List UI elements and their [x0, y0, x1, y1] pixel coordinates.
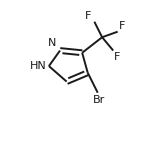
- Text: Br: Br: [93, 95, 105, 105]
- Text: F: F: [114, 52, 121, 62]
- Text: F: F: [119, 21, 125, 31]
- Text: N: N: [48, 38, 57, 48]
- Text: HN: HN: [29, 60, 46, 71]
- Text: F: F: [85, 11, 91, 21]
